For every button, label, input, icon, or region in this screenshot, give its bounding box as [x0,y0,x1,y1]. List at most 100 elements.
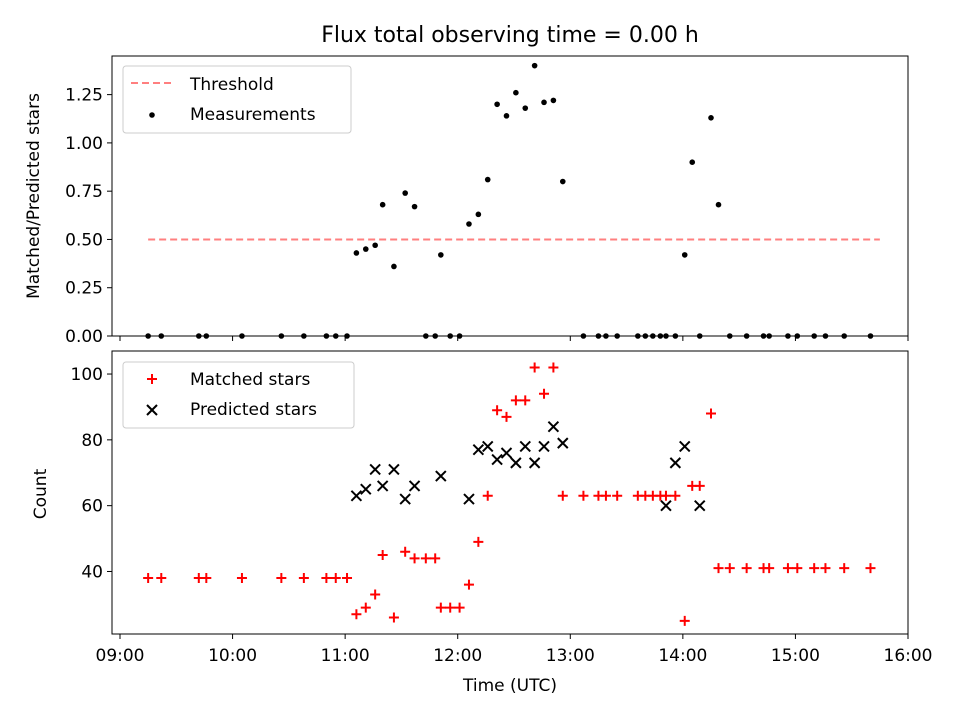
x-tick-label: 12:00 [433,646,482,666]
measurement-point [550,97,557,104]
matched-star-point [400,546,411,557]
matched-star-point [388,612,399,623]
matched-star-point [724,563,735,574]
measurement-point [484,176,491,183]
top-panel: 0.00 0.25 0.50 0.75 1.00 1.25 Matched/Predict… [24,55,909,347]
legend-matched-swatch [147,374,157,384]
predicted-star-point [557,437,569,449]
top-y-tick-label: 1.25 [65,86,103,106]
x-tick-label: 14:00 [658,646,707,666]
matched-star-point [557,490,568,501]
bottom-panel: 40 60 80 100 09:00 10:00 11:00 12:00 13:00 14:00 1… [31,350,933,696]
predicted-star-point [376,480,389,492]
predicted-star-point [463,493,475,505]
matched-star-point [409,553,420,564]
measurement-point [559,178,566,185]
matched-star-point [377,550,388,561]
matched-star-point [482,490,493,501]
matched-star-point [670,490,681,501]
matched-star-point [360,602,371,613]
measurement-point [379,201,386,208]
measurement-point [513,89,519,96]
measurement-point [708,114,714,121]
matched-star-point [529,362,540,373]
predicted-star-point [660,499,672,512]
measurement-point [681,252,688,258]
bottom-legend-box [122,361,355,429]
matched-star-point [473,536,484,547]
measurement-point [522,105,529,111]
measurement-point [353,250,360,256]
x-tick-label: 10:00 [208,646,257,666]
matched-star-point [321,573,332,584]
matched-star-point [330,573,341,584]
matched-star-point [342,573,353,584]
matched-star-point [351,609,362,620]
x-axis-label: Time (UTC) [462,676,557,696]
matched-star-point [809,563,820,574]
x-tick-label: 15:00 [771,646,820,666]
bottom-legend: Matched stars Predicted stars [122,361,355,429]
top-plot-frame [111,55,909,337]
matched-star-point [370,589,381,600]
predicted-star-point [538,440,550,453]
top-y-tick-label: 0.25 [65,279,103,299]
matched-star-point [741,563,752,574]
predicted-star-point [435,470,447,482]
measurement-point [503,113,510,119]
x-tick-label: 16:00 [884,646,933,666]
measurement-point [438,252,444,258]
matched-star-point [298,573,309,584]
matched-star-point [420,553,431,564]
matched-star-point [612,490,623,501]
matched-star-point [510,395,521,406]
bottom-plot-frame [111,350,909,635]
matched-star-point [501,411,512,422]
bottom-y-tick-label: 80 [81,431,103,451]
legend-threshold-label: Threshold [189,75,274,95]
matched-star-point [706,408,716,419]
measurement-point [531,62,538,69]
matched-star-point [820,563,831,574]
measurement-point [411,203,418,210]
matched-star-point [792,563,803,574]
predicted-star-point [482,440,494,453]
matched-star-point [660,490,671,501]
matched-star-point [713,563,724,574]
measurement-point [494,101,500,108]
predicted-star-point [694,499,706,512]
predicted-star-point [519,440,531,453]
predicted-star-point [388,463,400,476]
matched-star-point [435,602,446,613]
matched-star-point [865,563,876,574]
matched-star-point [600,490,611,501]
matched-star-point [548,362,559,373]
measurement-point [466,221,472,227]
measurement-point [715,201,722,208]
matched-star-point [236,573,247,584]
matched-star-point [201,573,212,584]
matched-star-point [679,615,690,626]
matched-star-point [156,573,167,584]
predicted-star-point [491,453,503,466]
measurement-point [391,263,397,270]
measurement-point [475,211,482,218]
predicted-star-point [360,483,372,495]
measurement-point [362,246,369,252]
legend-matched-label: Matched stars [190,370,310,390]
legend-predicted-swatch [146,404,158,416]
predicted-star-point [510,457,522,469]
top-y-tick-label: 0.00 [65,327,103,347]
top-legend: Threshold Measurements [122,65,352,134]
bottom-y-axis-label: Count [31,468,51,519]
top-y-tick-label: 0.75 [65,182,103,202]
matched-star-point [143,573,154,584]
bottom-y-tick-label: 40 [81,562,103,582]
legend-measurements-swatch [149,112,155,118]
matched-star-point [430,553,441,564]
matched-star-point [276,573,287,584]
top-y-tick-label: 1.00 [65,134,103,154]
matched-star-point [520,395,531,406]
legend-measurements-label: Measurements [190,105,316,125]
